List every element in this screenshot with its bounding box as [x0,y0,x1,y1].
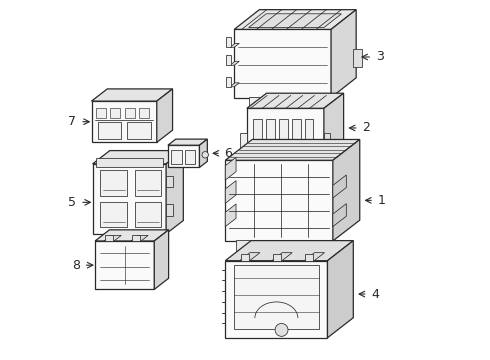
Polygon shape [199,139,207,167]
Polygon shape [93,164,166,234]
Polygon shape [248,14,342,28]
Bar [96,158,163,167]
Polygon shape [272,253,292,261]
Bar [124,108,135,118]
Polygon shape [230,43,239,47]
Polygon shape [92,89,172,101]
Bar [253,120,262,149]
Bar [292,120,300,149]
Text: 5: 5 [69,196,76,209]
Text: 1: 1 [378,194,386,207]
Polygon shape [168,139,207,145]
Text: 6: 6 [224,147,232,160]
Text: 3: 3 [376,50,384,63]
Bar [132,235,140,241]
Polygon shape [95,230,169,241]
Text: 2: 2 [362,121,370,135]
Bar [305,120,314,149]
Bar [236,240,251,251]
Bar [234,265,318,329]
Bar [226,37,231,47]
Polygon shape [225,240,353,261]
Circle shape [275,323,288,336]
Polygon shape [225,261,327,338]
Polygon shape [225,181,236,203]
Bar [285,97,298,105]
Bar [305,254,313,261]
Text: 8: 8 [72,259,80,272]
Bar [105,235,113,241]
Polygon shape [324,152,330,163]
Bar [241,254,248,261]
Polygon shape [168,145,199,167]
Polygon shape [234,10,356,30]
Bar [353,49,362,67]
Polygon shape [333,175,346,198]
Polygon shape [225,204,236,226]
Polygon shape [225,160,333,241]
Circle shape [202,152,208,158]
Polygon shape [131,235,148,241]
Bar [139,108,149,118]
Bar [273,254,281,261]
Bar [279,120,288,149]
Polygon shape [331,10,356,98]
Bar [166,204,172,216]
Bar [240,134,247,148]
Polygon shape [333,139,360,241]
Bar [324,134,330,148]
Polygon shape [333,204,346,226]
Text: 4: 4 [371,288,379,301]
Bar [266,120,275,149]
Polygon shape [247,108,324,157]
Polygon shape [327,240,353,338]
Polygon shape [230,83,239,87]
Bar [100,202,127,227]
Polygon shape [95,241,154,289]
Polygon shape [230,61,239,65]
Polygon shape [304,253,324,261]
Bar [172,150,181,164]
Bar [100,170,127,196]
Bar [185,150,195,164]
Bar [226,55,231,65]
Polygon shape [157,89,172,142]
Polygon shape [240,253,260,261]
Bar [127,122,151,139]
Polygon shape [93,150,183,164]
Bar [248,97,262,105]
Bar [166,176,172,187]
Bar [98,122,122,139]
Bar [135,202,161,227]
Bar [96,108,106,118]
Polygon shape [92,101,157,142]
Bar [110,108,120,118]
Polygon shape [154,230,169,289]
Polygon shape [166,150,183,234]
Polygon shape [247,93,343,108]
Polygon shape [225,157,236,180]
Polygon shape [247,157,324,163]
Bar [135,170,161,196]
Bar [226,77,231,87]
Polygon shape [225,139,360,160]
Polygon shape [104,235,122,241]
Bar [308,240,323,251]
Text: 7: 7 [69,115,76,128]
Polygon shape [324,93,343,157]
Polygon shape [234,30,331,98]
